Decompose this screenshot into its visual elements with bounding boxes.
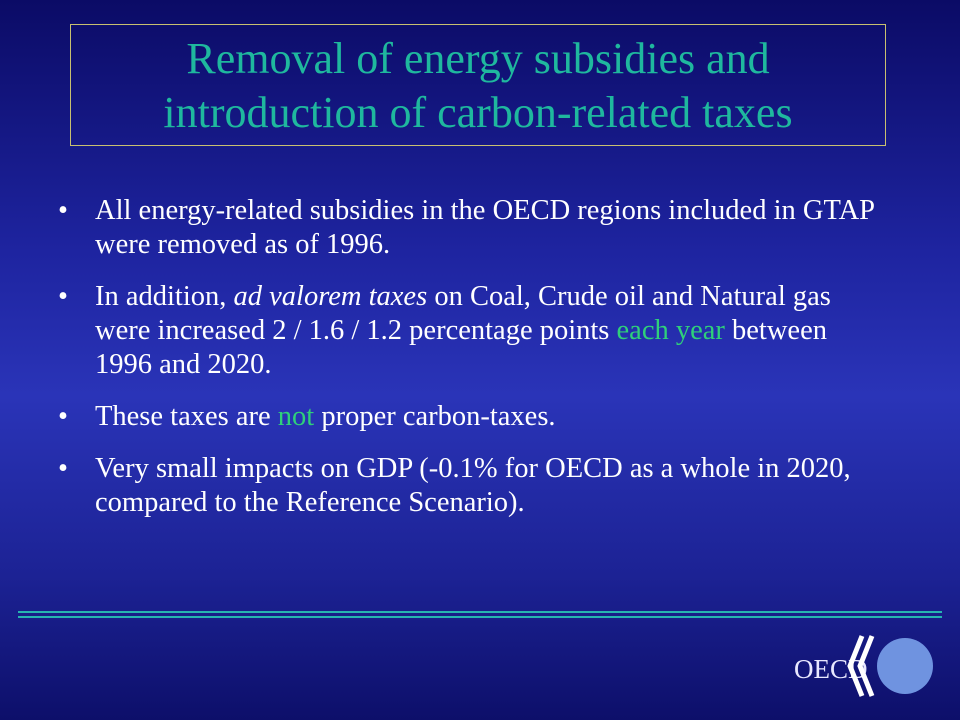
separator xyxy=(18,616,942,618)
bullet-text: proper carbon-taxes. xyxy=(314,401,556,432)
bullet: Very small impacts on GDP (-0.1% for OEC… xyxy=(58,452,888,520)
bullet: All energy-related subsidies in the OECD… xyxy=(58,194,888,262)
bullet-text-highlight: each year xyxy=(616,315,725,346)
bullet-list: All energy-related subsidies in the OECD… xyxy=(58,194,888,538)
separator xyxy=(18,611,942,613)
bullet-text: All energy-related subsidies in the OECD… xyxy=(95,195,874,260)
bullet-text: on Coal, Crude oil and Natural gas were … xyxy=(95,281,831,346)
bullet-text-italic: ad valorem taxes xyxy=(233,281,428,312)
bullet-text: Very small impacts on GDP (-0.1% for OEC… xyxy=(95,453,851,518)
bullet-text-highlight: not xyxy=(277,401,315,432)
bullet-text: between 1996 and 2020. xyxy=(95,315,827,380)
bullet-text: In addition, xyxy=(95,281,234,312)
logo-chevron xyxy=(847,635,865,697)
bullet: In addition, ad valorem taxes on Coal, C… xyxy=(58,280,888,382)
logo-mark xyxy=(847,635,933,697)
bullet-text: These taxes are xyxy=(95,401,278,432)
title-line: Removal of energy subsidies and xyxy=(186,34,770,83)
bullet: These taxes are not proper carbon-taxes. xyxy=(58,400,888,434)
logo-circle xyxy=(877,638,933,694)
title-box: Removal of energy subsidies and introduc… xyxy=(70,24,886,146)
title-line: introduction of carbon-related taxes xyxy=(163,88,793,137)
logo-chevron xyxy=(857,635,875,697)
